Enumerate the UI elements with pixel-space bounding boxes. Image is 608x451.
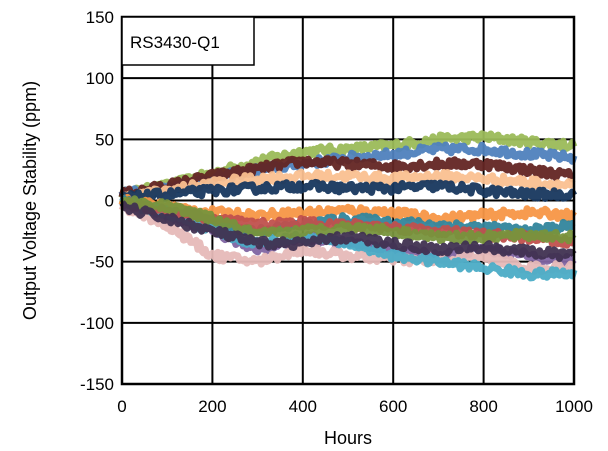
annotation-box: RS3430-Q1 bbox=[121, 16, 255, 66]
annotation-label: RS3430-Q1 bbox=[130, 33, 220, 52]
y-tick-label: 50 bbox=[95, 130, 114, 149]
data-series-line bbox=[118, 155, 576, 200]
x-tick-label: 600 bbox=[379, 397, 407, 416]
x-tick-label: 1000 bbox=[555, 397, 593, 416]
x-tick-label: 0 bbox=[117, 397, 126, 416]
data-series-line bbox=[118, 202, 576, 276]
plot-frame bbox=[120, 15, 576, 386]
y-tick-label: -150 bbox=[80, 375, 114, 394]
y-tick-label: 100 bbox=[86, 69, 114, 88]
tick-labels: 0 200 400 600 800 1000 -150 -100 -50 0 50 100 150 bbox=[80, 8, 593, 416]
y-tick-label: 150 bbox=[86, 8, 114, 27]
y-tick-label: -50 bbox=[89, 253, 114, 272]
x-tick-label: 200 bbox=[198, 397, 226, 416]
data-series-line bbox=[119, 195, 577, 245]
x-tick-label: 400 bbox=[289, 397, 317, 416]
x-axis-title: Hours bbox=[324, 428, 372, 448]
y-axis-title: Output Voltage Stability (ppm) bbox=[20, 81, 40, 320]
data-series-line bbox=[119, 200, 577, 263]
data-series-line bbox=[119, 178, 578, 204]
y-tick-label: -100 bbox=[80, 314, 114, 333]
data-series-group bbox=[118, 130, 578, 282]
y-tick-label: 0 bbox=[105, 192, 114, 211]
x-tick-label: 800 bbox=[469, 397, 497, 416]
